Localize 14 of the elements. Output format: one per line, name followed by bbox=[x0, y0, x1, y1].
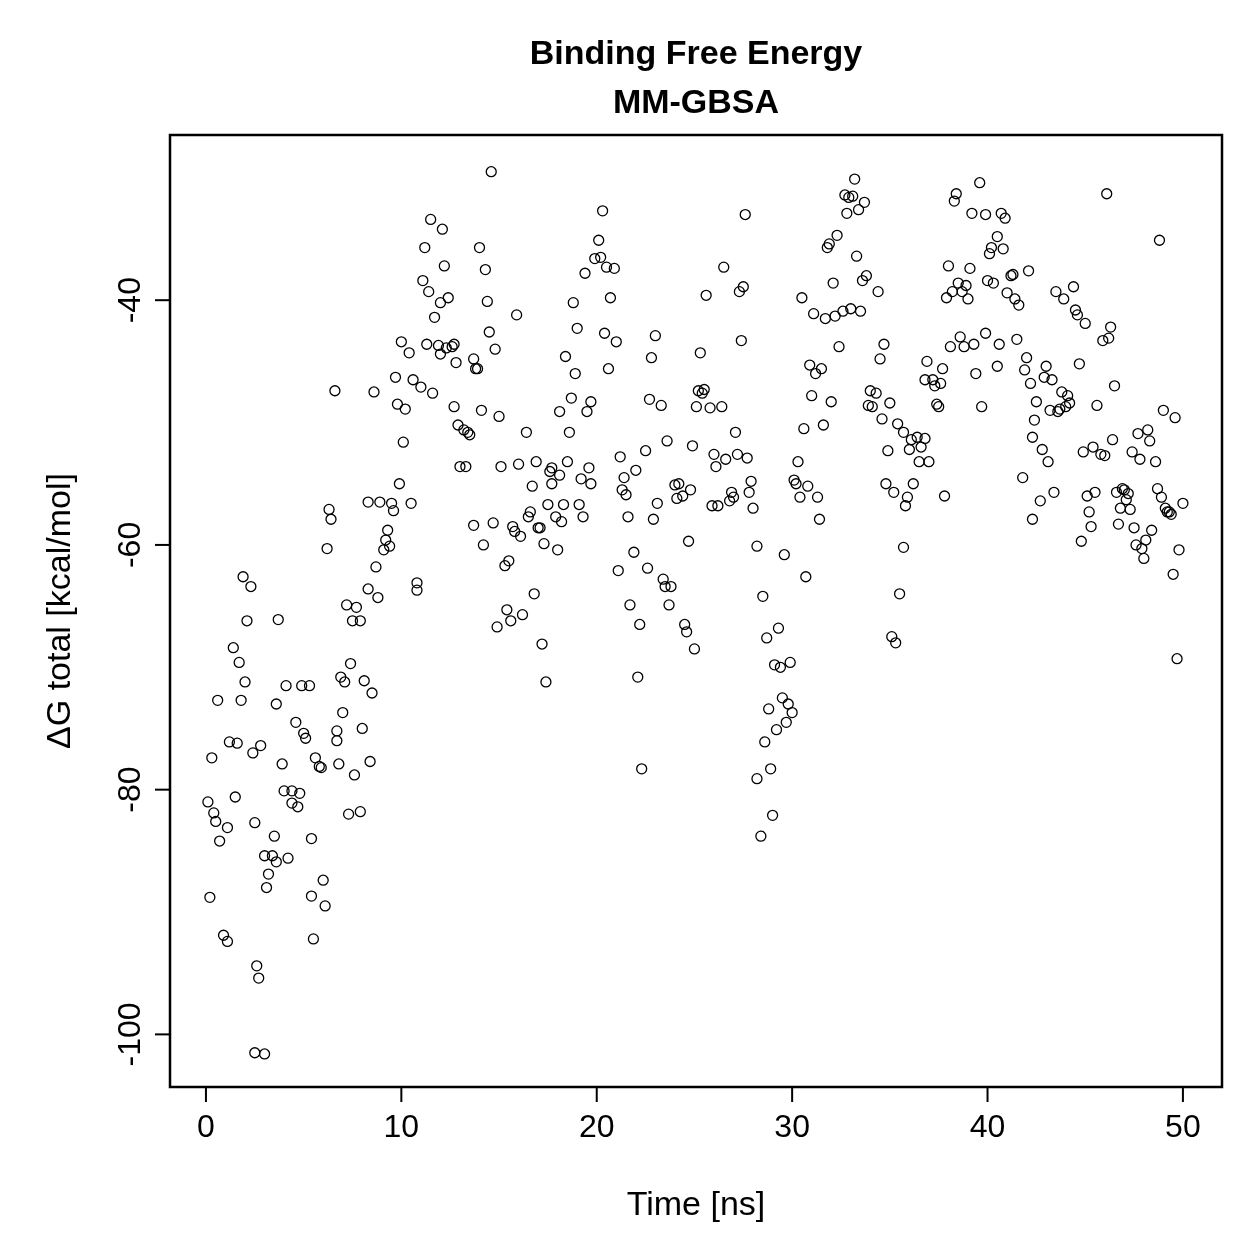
chart-subtitle: MM-GBSA bbox=[612, 82, 780, 120]
y-tick-label: -60 bbox=[111, 521, 147, 569]
y-axis-title: ΔG total [kcal/mol] bbox=[39, 473, 77, 749]
y-tick-label: -100 bbox=[111, 1002, 147, 1067]
y-tick-label: -80 bbox=[111, 766, 147, 813]
x-tick-label: 20 bbox=[578, 1108, 615, 1144]
x-tick-label: 40 bbox=[969, 1108, 1006, 1144]
y-tick-label: -40 bbox=[111, 277, 147, 324]
chart-title: Binding Free Energy bbox=[529, 33, 863, 71]
x-tick-label: 0 bbox=[197, 1108, 215, 1144]
x-tick-label: 50 bbox=[1165, 1108, 1201, 1144]
x-tick-label: 30 bbox=[774, 1108, 810, 1144]
x-tick-label: 10 bbox=[383, 1108, 420, 1144]
x-axis-title: Time [ns] bbox=[626, 1184, 766, 1222]
